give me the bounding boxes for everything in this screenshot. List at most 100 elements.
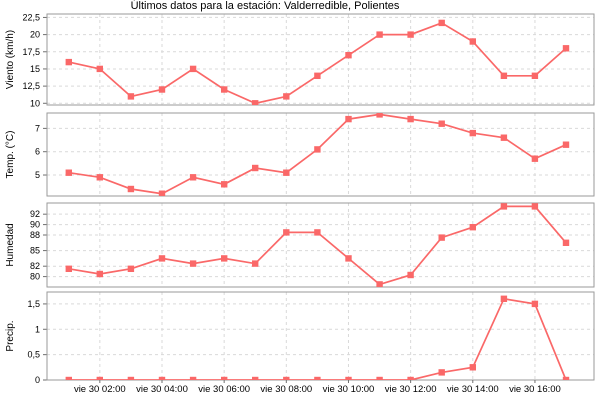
- x-tick-label: vie 30 10:00: [323, 384, 375, 395]
- x-tick-label: vie 30 02:00: [74, 384, 126, 395]
- humedad-point: [252, 260, 259, 267]
- precip-point: [407, 376, 414, 380]
- y-axis-title-precip: Precip.: [5, 320, 16, 351]
- viento-point: [531, 72, 539, 79]
- x-tick-label: vie 30 04:00: [136, 384, 188, 395]
- viento-point: [283, 93, 290, 100]
- precip-point: [562, 376, 570, 380]
- humedad-point: [407, 271, 414, 279]
- precip-point: [500, 295, 508, 302]
- humedad-point: [283, 229, 290, 236]
- viento-series: [65, 19, 570, 105]
- humedad-line: [68, 205, 567, 286]
- y-tick-label: 12,5: [22, 81, 40, 91]
- y-tick-label: 90: [30, 220, 40, 230]
- temp-point: [189, 174, 197, 181]
- humedad-point: [158, 255, 166, 262]
- temp-point: [562, 141, 570, 148]
- humedad-point: [376, 281, 383, 287]
- subplot-temp: 5 6 7 Temp. (°C): [5, 112, 595, 197]
- humedad-point: [314, 229, 321, 236]
- precip-point: [376, 376, 383, 380]
- subplot-viento: 10 12,5 15 17,5 20 22,5 Viento (km/h): [5, 12, 595, 108]
- humedad-point: [562, 239, 570, 246]
- precip-point: [314, 376, 321, 380]
- temp-point: [65, 169, 72, 176]
- temp-point: [438, 120, 445, 127]
- temp-point: [96, 174, 103, 181]
- viento-point: [500, 72, 508, 79]
- precip-point: [283, 376, 290, 380]
- viento-point: [127, 93, 135, 100]
- humedad-point: [438, 234, 445, 241]
- y-tick-label: 7: [35, 123, 40, 133]
- viento-point: [252, 100, 259, 105]
- temp-point: [127, 185, 135, 193]
- humedad-point: [65, 265, 72, 272]
- y-axis-title-humedad: Humedad: [5, 223, 16, 266]
- humedad-point: [500, 203, 508, 210]
- humedad-point: [531, 203, 539, 210]
- y-tick-label: 17,5: [22, 47, 40, 57]
- precip-point: [469, 364, 476, 371]
- humedad-point: [127, 265, 135, 272]
- y-tick-label: 6: [35, 147, 40, 157]
- humedad-point: [345, 255, 352, 262]
- viento-point: [562, 45, 570, 52]
- x-tick-label: vie 30 06:00: [198, 384, 250, 395]
- viento-point: [438, 19, 445, 27]
- temp-point: [376, 113, 383, 118]
- temp-point: [314, 146, 321, 153]
- temp-point: [252, 164, 259, 172]
- x-tick-label: vie 30 12:00: [385, 384, 437, 395]
- precip-line: [68, 297, 567, 380]
- viento-point: [158, 86, 166, 93]
- y-tick-label: 1: [35, 324, 40, 334]
- x-tick-label: vie 30 14:00: [447, 384, 499, 395]
- plot-border: [46, 112, 595, 197]
- temp-line: [68, 113, 567, 195]
- y-tick-label: 80: [30, 272, 40, 282]
- plot-border: [46, 291, 595, 381]
- viento-point: [221, 86, 228, 93]
- viento-point: [96, 65, 103, 73]
- chart-title: Últimos datos para la estación: Valderre…: [130, 0, 400, 12]
- temp-point: [283, 169, 290, 176]
- precip-series: [65, 295, 570, 380]
- y-tick-label: 15: [30, 64, 40, 74]
- y-tick-label: 92: [30, 209, 40, 219]
- viento-point: [376, 31, 383, 38]
- precip-point: [438, 369, 445, 376]
- temp-point: [158, 190, 166, 196]
- y-tick-label: 82: [30, 261, 40, 271]
- plot-border: [46, 13, 595, 106]
- precip-point: [96, 376, 103, 380]
- humedad-point: [189, 260, 197, 267]
- y-tick-label: 20: [30, 30, 40, 40]
- temp-point: [531, 155, 539, 162]
- y-tick-label: 88: [30, 230, 40, 240]
- subplot-precip: 0 0,5 1 1,5 Precip.: [5, 291, 595, 385]
- precip-point: [345, 376, 352, 380]
- humedad-point: [96, 270, 103, 278]
- humedad-point: [221, 255, 228, 262]
- temp-point: [469, 129, 476, 137]
- x-tick-label: vie 30 16:00: [509, 384, 561, 395]
- viento-point: [345, 52, 352, 59]
- y-tick-label: 1,5: [27, 299, 40, 309]
- y-axis-title-temp: Temp. (°C): [5, 131, 16, 179]
- y-axis-title-viento: Viento (km/h): [5, 30, 16, 89]
- temp-point: [500, 134, 508, 141]
- y-tick-label: 22,5: [22, 12, 40, 22]
- viento-point: [314, 72, 321, 79]
- precip-point: [127, 376, 135, 380]
- viento-point: [189, 65, 197, 73]
- precip-point: [221, 376, 228, 380]
- y-tick-label: 5: [35, 170, 40, 180]
- temp-point: [221, 181, 228, 188]
- y-tick-label: 0,5: [27, 350, 40, 360]
- y-tick-label: 0: [35, 375, 40, 385]
- viento-point: [407, 31, 414, 38]
